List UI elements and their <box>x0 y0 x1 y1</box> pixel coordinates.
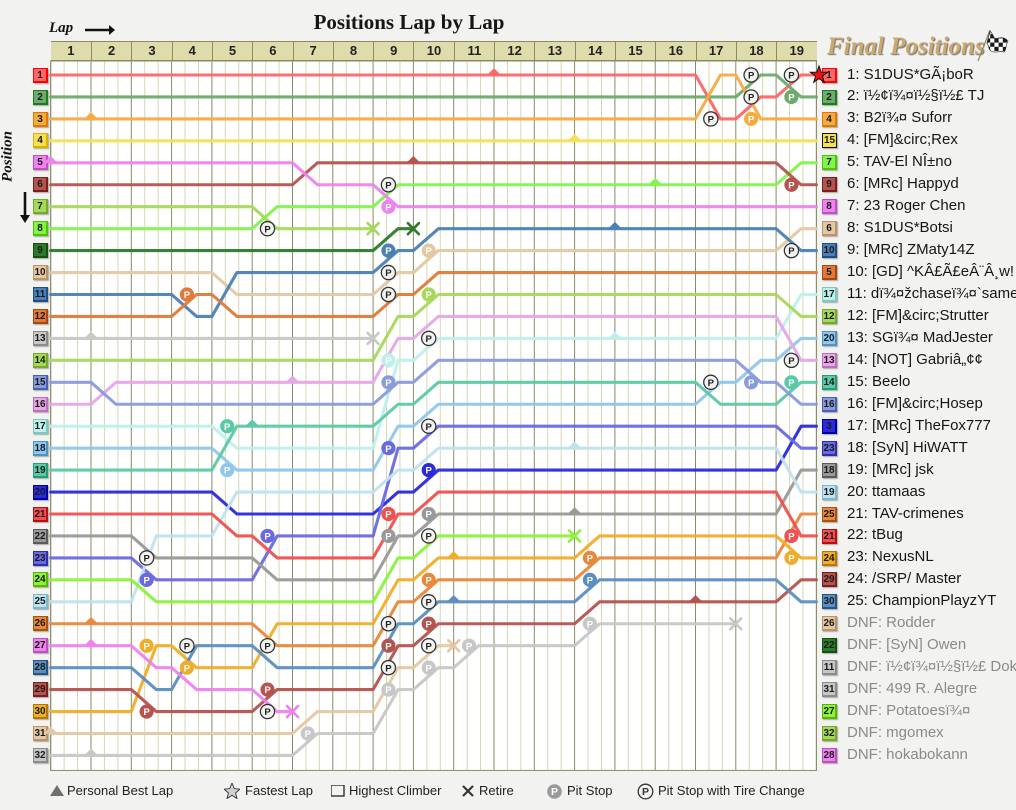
svg-text:P: P <box>642 786 649 798</box>
svg-text:P: P <box>551 786 558 798</box>
